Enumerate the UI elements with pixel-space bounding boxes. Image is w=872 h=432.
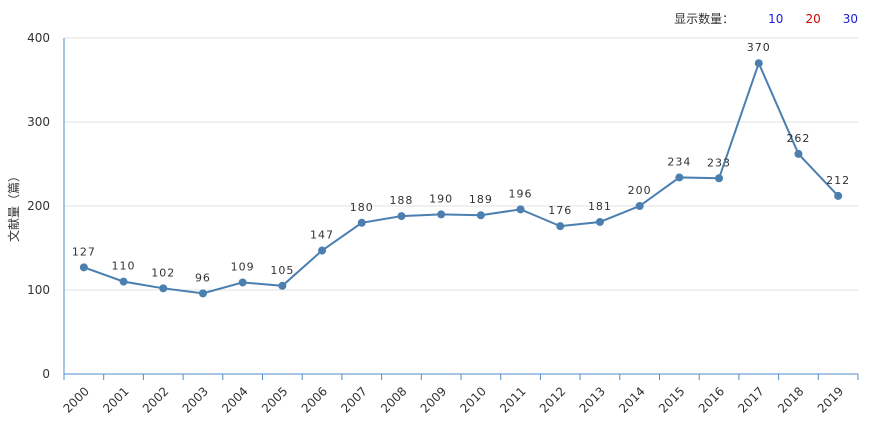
x-tick-label: 2015 xyxy=(656,384,687,415)
x-tick-label: 2016 xyxy=(696,384,727,415)
x-tick-label: 2013 xyxy=(577,384,608,415)
display-count-option-10[interactable]: 10 xyxy=(768,11,784,26)
data-label: 105 xyxy=(270,264,294,277)
x-tick-label: 2006 xyxy=(299,384,330,415)
data-label: 96 xyxy=(195,271,211,284)
data-point[interactable] xyxy=(595,217,604,226)
data-label: 109 xyxy=(231,260,255,273)
data-point[interactable] xyxy=(318,246,327,255)
y-tick-label: 0 xyxy=(42,367,50,381)
x-tick-label: 2008 xyxy=(378,384,409,415)
x-tick-label: 2004 xyxy=(219,384,250,415)
data-point[interactable] xyxy=(119,277,128,286)
y-tick-label: 100 xyxy=(27,283,50,297)
data-label: 127 xyxy=(72,245,96,258)
x-tick-label: 2000 xyxy=(60,384,91,415)
data-point[interactable] xyxy=(794,149,803,158)
x-tick-label: 2010 xyxy=(457,384,488,415)
data-label: 181 xyxy=(588,200,612,213)
data-label: 262 xyxy=(786,132,810,145)
data-point[interactable] xyxy=(79,263,88,272)
x-tick-label: 2018 xyxy=(775,384,806,415)
data-point[interactable] xyxy=(476,211,485,220)
x-tick-label: 2014 xyxy=(616,384,647,415)
x-tick-label: 2005 xyxy=(259,384,290,415)
data-label: 234 xyxy=(667,155,691,168)
x-tick-label: 2003 xyxy=(180,384,211,415)
display-count-selector: 显示数量： 10 20 30 xyxy=(674,10,858,27)
data-label: 196 xyxy=(509,187,533,200)
data-label: 188 xyxy=(389,194,413,207)
y-tick-label: 300 xyxy=(27,115,50,129)
data-label: 147 xyxy=(310,229,334,242)
x-tick-label: 2009 xyxy=(418,384,449,415)
y-axis-title: 文献量（篇） xyxy=(6,170,21,242)
x-tick-label: 2002 xyxy=(140,384,171,415)
data-point[interactable] xyxy=(834,191,843,200)
data-point[interactable] xyxy=(357,218,366,227)
x-tick-label: 2012 xyxy=(537,384,568,415)
data-point[interactable] xyxy=(635,202,644,210)
data-label: 176 xyxy=(548,204,572,217)
y-tick-label: 400 xyxy=(27,31,50,45)
x-tick-label: 2001 xyxy=(100,384,131,415)
data-point[interactable] xyxy=(516,205,525,214)
data-label: 102 xyxy=(151,266,175,279)
series-line xyxy=(83,60,839,295)
y-tick-label: 200 xyxy=(27,199,50,213)
data-label: 180 xyxy=(350,201,374,214)
x-tick-label: 2019 xyxy=(815,384,846,415)
data-point[interactable] xyxy=(715,174,724,183)
x-tick-label: 2017 xyxy=(735,384,766,415)
data-point[interactable] xyxy=(675,173,684,182)
data-point[interactable] xyxy=(754,59,763,68)
data-point[interactable] xyxy=(278,281,287,290)
data-point[interactable] xyxy=(397,212,406,221)
data-point[interactable] xyxy=(238,278,247,287)
data-point[interactable] xyxy=(437,210,446,219)
data-point[interactable] xyxy=(556,222,565,231)
display-count-option-30[interactable]: 30 xyxy=(842,11,858,26)
x-tick-label: 2007 xyxy=(338,384,369,415)
data-label: 200 xyxy=(628,184,652,197)
data-label: 189 xyxy=(469,193,493,206)
data-label: 370 xyxy=(747,41,771,54)
data-point[interactable] xyxy=(198,289,207,298)
x-tick-label: 2011 xyxy=(497,384,528,415)
data-label: 212 xyxy=(826,174,850,187)
display-count-option-20[interactable]: 20 xyxy=(805,11,821,26)
display-count-label: 显示数量： xyxy=(674,12,735,26)
data-label: 110 xyxy=(112,260,136,273)
data-label: 190 xyxy=(429,192,453,205)
data-point[interactable] xyxy=(159,284,168,293)
data-label: 233 xyxy=(707,156,731,169)
